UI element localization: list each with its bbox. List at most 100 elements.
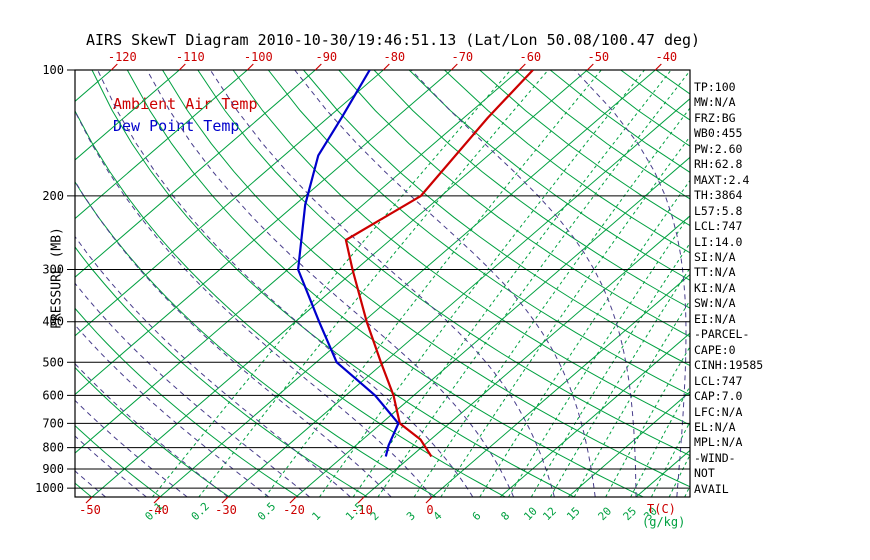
mixing-ratio-label: 0.2 [189, 500, 212, 523]
top-temp-label: -110 [176, 50, 205, 64]
bottom-temp-label: 0 [426, 503, 433, 517]
x2-axis-title: (g/kg) [642, 515, 685, 529]
mixing-ratio-line [530, 242, 690, 497]
top-temp-tick [586, 63, 594, 71]
bottom-temp-tick [357, 496, 365, 504]
stat-line: MW:N/A [694, 95, 736, 110]
mixing-ratio-line [440, 135, 690, 497]
dry-adiabat-line [408, 70, 690, 281]
stat-line: CAP:7.0 [694, 389, 743, 404]
moist-adiabat-line [75, 363, 229, 497]
isotherm-line [75, 70, 180, 161]
mixing-ratio-line [264, 70, 602, 497]
stat-line: EI:N/A [694, 311, 736, 326]
top-temp-label: -40 [655, 50, 677, 64]
pressure-tick-label: 600 [42, 388, 64, 402]
top-temp-label: -90 [315, 50, 337, 64]
pressure-tick-label: 800 [42, 441, 64, 455]
moist-adiabat-line [75, 282, 310, 497]
top-temp-tick [246, 63, 254, 71]
pressure-tick-label: 200 [42, 189, 64, 203]
stat-line: FRZ:BG [694, 110, 736, 125]
moist-adiabat-line [0, 70, 65, 497]
bottom-temp-tick [425, 496, 433, 504]
mixing-ratio-label: 12 [540, 505, 559, 524]
top-temp-label: -80 [383, 50, 405, 64]
dry-adiabat-line [162, 70, 690, 488]
top-temp-label: -100 [244, 50, 273, 64]
isotherm-line [75, 70, 112, 102]
bottom-temp-label: -40 [147, 503, 169, 517]
moist-adiabat-line [75, 324, 270, 497]
moist-adiabat-line [410, 70, 637, 497]
bottom-temp-label: -30 [215, 503, 237, 517]
isotherm-line [159, 70, 656, 497]
moist-adiabat-line [97, 70, 474, 497]
bottom-temp-label: -50 [79, 503, 101, 517]
dry-adiabat-line [267, 70, 690, 396]
stat-line: L57:5.8 [694, 203, 743, 218]
legend-ambient-temp: Ambient Air Temp [113, 95, 258, 113]
isotherm-line [91, 70, 588, 497]
dry-adiabat-line [75, 307, 299, 497]
isotherm-line [75, 70, 384, 337]
mixing-ratio-line [352, 70, 672, 497]
mixing-ratio-label: 8 [498, 509, 512, 523]
pressure-tick-label: 100 [42, 63, 64, 77]
dry-adiabat-line [75, 181, 437, 497]
stat-line: NOT [694, 466, 715, 481]
stat-line: WB0:455 [694, 126, 743, 141]
stat-line: TT:N/A [694, 265, 736, 280]
mixing-ratio-line [198, 70, 549, 497]
plot-border [74, 69, 691, 498]
legend-dew-point: Dew Point Temp [113, 117, 240, 135]
isotherm-line [0, 70, 43, 497]
mixing-ratio-label: 0.5 [255, 500, 278, 523]
mixing-ratio-label: 2 [368, 509, 382, 523]
mixing-ratio-label: 25 [621, 505, 640, 524]
mixing-ratio-label: 15 [564, 505, 583, 524]
isotherm-line [431, 273, 690, 497]
isotherm-line [75, 70, 452, 396]
dry-adiabat-line [75, 246, 368, 497]
stat-line: CAPE:0 [694, 342, 736, 357]
top-temp-tick [450, 63, 458, 71]
mixing-ratio-line [413, 107, 690, 497]
stat-line: PW:2.60 [694, 141, 743, 156]
top-temp-tick [314, 63, 322, 71]
top-temp-tick [110, 63, 118, 71]
stat-line: LFC:N/A [694, 404, 743, 419]
bottom-temp-label: -10 [351, 503, 373, 517]
pressure-tick-label: 400 [42, 315, 64, 329]
dry-adiabat-line [303, 70, 690, 367]
isotherm-line [75, 70, 520, 454]
moist-adiabat-line [75, 435, 147, 497]
mixing-ratio-label: 6 [470, 509, 484, 523]
dry-adiabat-line [75, 366, 230, 497]
moist-adiabat-line [209, 70, 555, 497]
top-temp-label: -50 [587, 50, 609, 64]
dewpoint-profile [297, 70, 400, 457]
isotherm-line [227, 98, 690, 497]
dry-adiabat-line [91, 70, 575, 497]
mixing-ratio-label: 1 [309, 509, 323, 523]
dry-adiabat-line [126, 70, 644, 497]
isotherm-line [75, 70, 316, 278]
stat-line: -WIND- [694, 450, 736, 465]
isotherm-line [295, 156, 690, 497]
stat-line: AVAIL [694, 481, 729, 496]
top-temp-label: -120 [108, 50, 137, 64]
pressure-tick-label: 300 [42, 263, 64, 277]
bottom-temp-tick [221, 496, 229, 504]
dry-adiabat-line [373, 70, 690, 309]
moist-adiabat-line [574, 70, 687, 497]
moist-adiabat-line [75, 110, 433, 497]
stat-line: TP:100 [694, 80, 736, 94]
dry-adiabat-line [514, 70, 690, 200]
bottom-temp-tick [85, 496, 93, 504]
stat-line: MPL:N/A [694, 435, 743, 450]
top-temp-label: -60 [519, 50, 541, 64]
mixing-ratio-label: 10 [521, 505, 540, 524]
profiles [297, 70, 534, 458]
